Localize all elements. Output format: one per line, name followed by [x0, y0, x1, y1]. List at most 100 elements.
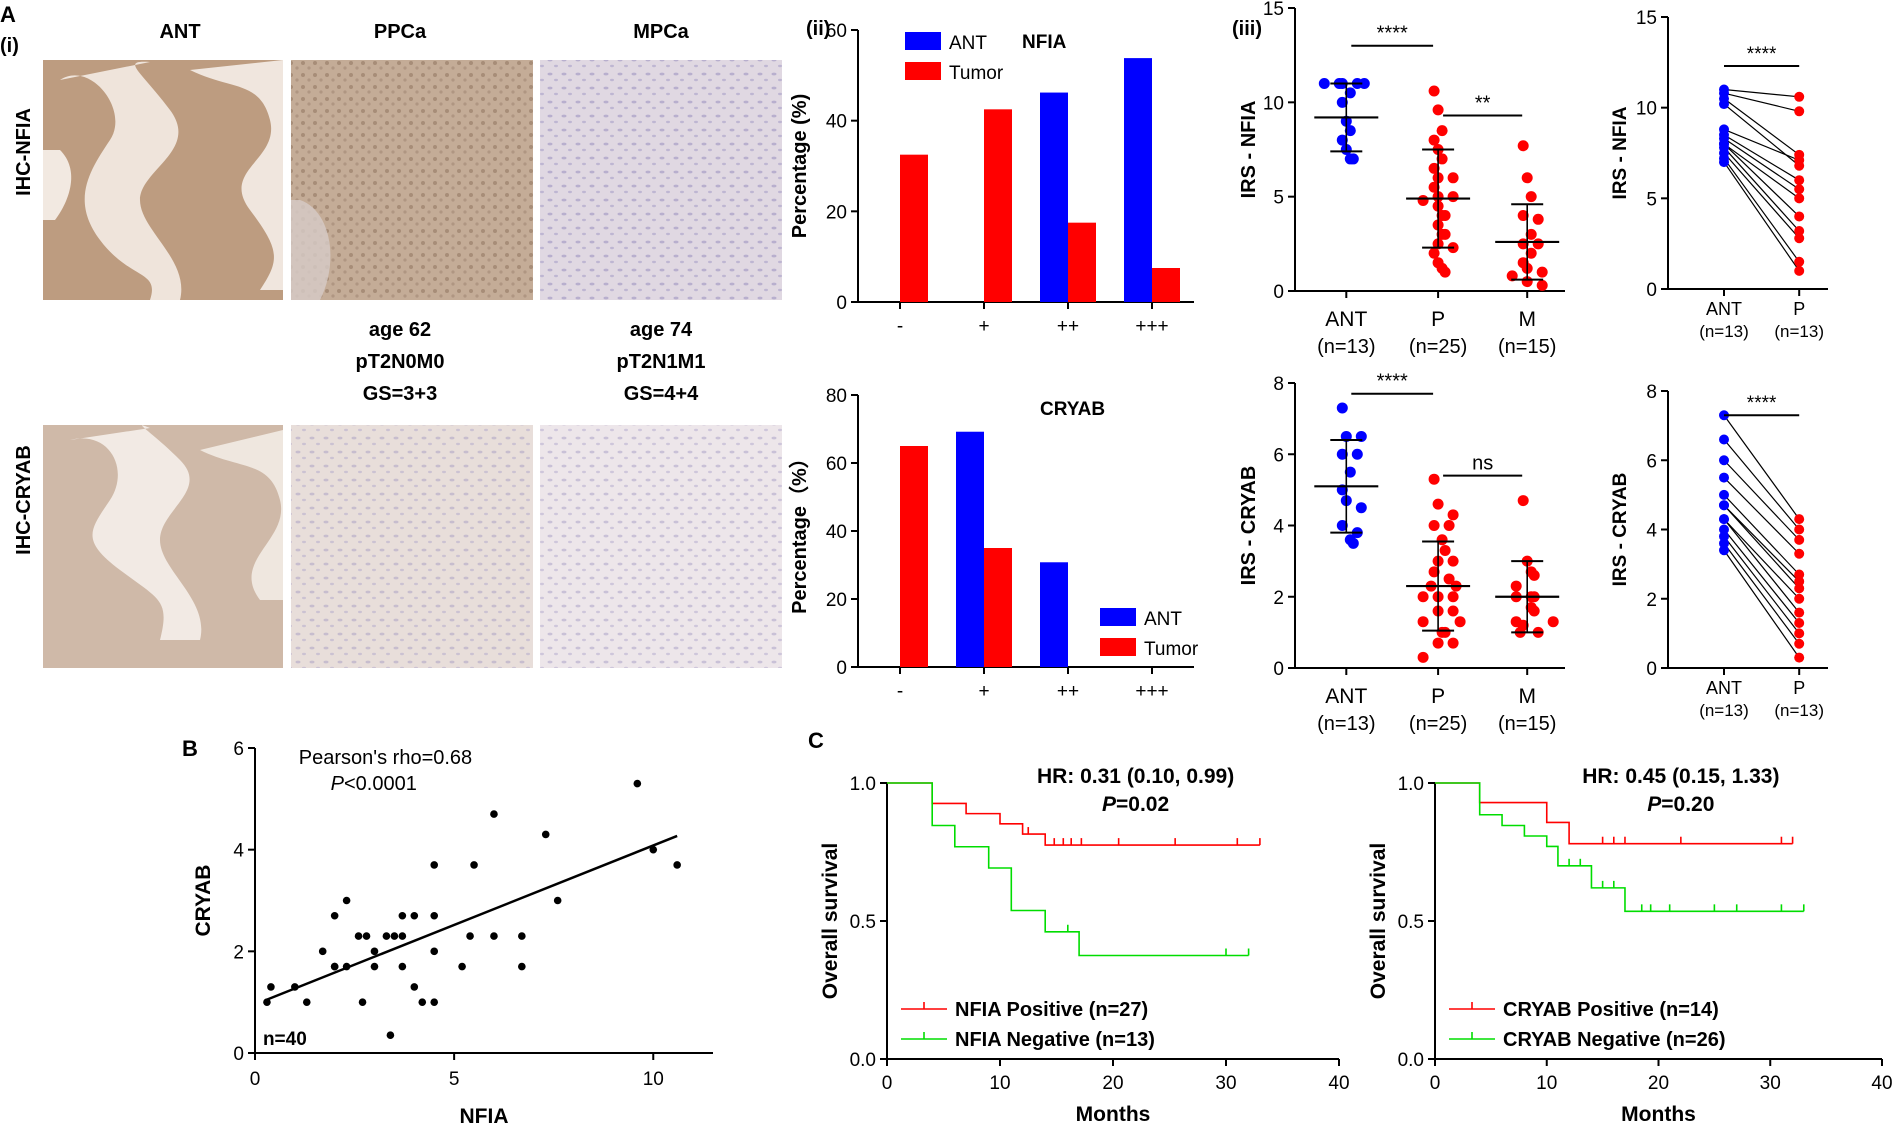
data-point-p: [1794, 184, 1805, 195]
data-point: [1428, 181, 1440, 193]
y-tick-label: 0: [836, 293, 847, 314]
data-point: [541, 830, 550, 839]
pair-line: [1723, 494, 1800, 575]
bar-tumor: [1152, 268, 1180, 302]
group-label: P: [1431, 308, 1445, 331]
group-label: ANT: [1706, 299, 1742, 319]
y-tick-label: 40: [826, 522, 847, 543]
significance-label: ****: [1747, 44, 1777, 65]
y-tick-label: 0: [1273, 282, 1284, 303]
data-point-p: [1794, 265, 1805, 276]
y-tick-label: 0.0: [850, 1050, 876, 1071]
data-point: [370, 962, 379, 971]
data-point-ant: [1719, 500, 1729, 511]
legend-swatch-tumor: [1100, 638, 1136, 656]
legend-swatch-tumor: [905, 62, 941, 80]
data-point: [386, 1031, 395, 1040]
bar-ant: [1040, 92, 1068, 302]
survival-curve: [1435, 782, 1793, 845]
data-point-p: [1794, 534, 1805, 545]
data-point: [490, 932, 498, 940]
pair-line: [1723, 158, 1800, 263]
y-tick-label: 60: [826, 21, 847, 42]
km-cryab-plot: 0.0 0.5 1.0 0 10 20 30 40 HR: 0.45 (0.15, 1.33) P…: [1367, 765, 1893, 1126]
y-axis-title: IRS - CRYAB: [1610, 473, 1631, 587]
micrograph-ppca-nfia: [291, 60, 533, 300]
y-tick-label: 2: [233, 942, 244, 963]
pair-line: [1723, 147, 1800, 232]
data-point: [390, 932, 399, 940]
data-point-p: [1794, 593, 1805, 604]
data-point: [1351, 448, 1363, 460]
panel-label-i: (i): [0, 35, 19, 57]
data-point: [370, 947, 379, 956]
pair-line: [1723, 152, 1800, 239]
x-tick-label: +++: [1135, 681, 1168, 702]
y-tick-label: 2: [1273, 588, 1284, 609]
data-point: [1358, 77, 1370, 89]
data-point: [1336, 96, 1348, 108]
data-point: [1344, 466, 1356, 478]
x-tick-label: 10: [643, 1069, 664, 1090]
x-axis-title: NFIA: [460, 1105, 509, 1128]
y-tick-label: 80: [826, 386, 847, 407]
pair-line: [1723, 134, 1800, 181]
km-p-value-label: P=0.02: [1102, 793, 1169, 816]
data-point: [1439, 228, 1451, 240]
bar-tumor: [984, 109, 1012, 302]
data-point-ant: [1719, 472, 1729, 483]
x-tick-label: 20: [1648, 1073, 1669, 1094]
pair-line: [1723, 143, 1800, 199]
legend-label-tumor: Tumor: [949, 63, 1004, 84]
data-point-ant: [1719, 455, 1729, 466]
significance-label: **: [1475, 93, 1491, 115]
group-n-label: (n=13): [1699, 701, 1749, 720]
chart-title: CRYAB: [1040, 399, 1105, 420]
y-tick-label: 0: [836, 658, 847, 679]
data-point: [1417, 591, 1429, 603]
group-label: M: [1518, 685, 1536, 708]
hazard-ratio-label: HR: 0.31 (0.10, 0.99): [1037, 765, 1234, 788]
mpca-age: age 74: [630, 319, 693, 341]
bar-tumor: [900, 154, 928, 302]
survival-curve: [887, 782, 1260, 846]
x-axis-title: Months: [1076, 1103, 1151, 1126]
data-point: [1532, 238, 1544, 250]
pair-line: [1723, 439, 1800, 530]
micrograph-ant-cryab: [43, 425, 283, 668]
ihc-col-header-ppca: PPCa: [374, 21, 427, 43]
data-point: [418, 998, 427, 1006]
data-point-ant: [1719, 157, 1729, 168]
data-point-p: [1794, 193, 1805, 204]
y-tick-label: 1.0: [850, 774, 876, 795]
data-point: [633, 779, 642, 788]
y-axis-title: Percentage（%）: [788, 448, 811, 614]
nfia-paired-plot: 0 5 10 15 ANT (n=13) P (n=13) **** IRS - NFIA: [1610, 8, 1828, 341]
data-point: [1547, 616, 1559, 628]
data-point: [1355, 502, 1367, 514]
data-point-p: [1794, 155, 1805, 166]
legend-swatch-ant: [905, 32, 941, 50]
x-tick-label: 40: [1328, 1073, 1349, 1094]
pair-line: [1723, 504, 1800, 582]
data-point: [1428, 162, 1440, 174]
group-label: P: [1793, 299, 1805, 319]
y-tick-label: 20: [826, 590, 847, 611]
ppca-stage: pT2N0M0: [356, 351, 445, 373]
data-point: [382, 932, 391, 940]
x-tick-label: -: [897, 316, 903, 337]
data-point: [1336, 402, 1348, 414]
group-label: M: [1518, 308, 1536, 331]
data-point: [1344, 125, 1356, 137]
x-tick-label: 30: [1215, 1073, 1236, 1094]
y-tick-label: 6: [233, 739, 244, 760]
group-n-label: (n=13): [1699, 322, 1749, 341]
data-point: [1521, 172, 1533, 184]
y-axis-title: IRS - NFIA: [1610, 106, 1631, 199]
data-point: [518, 962, 526, 971]
data-point: [362, 932, 371, 940]
group-label: P: [1793, 678, 1805, 698]
n-annotation: n=40: [263, 1029, 307, 1050]
y-tick-label: 40: [826, 112, 847, 133]
